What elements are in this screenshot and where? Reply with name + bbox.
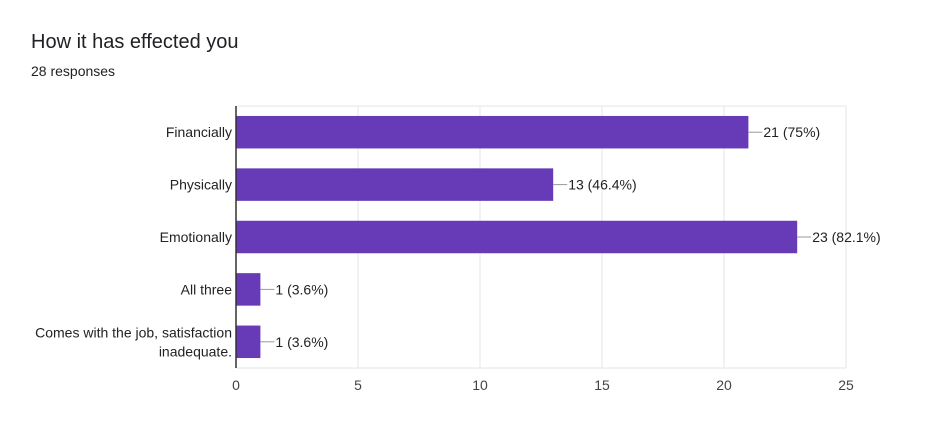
bar-0	[236, 115, 749, 149]
x-tick-label-1: 5	[354, 377, 362, 393]
bar-2	[236, 220, 798, 254]
x-tick-label-3: 15	[594, 377, 610, 393]
x-tick-label-5: 25	[838, 377, 854, 393]
x-tick-label-2: 10	[472, 377, 488, 393]
bar-1	[236, 168, 554, 201]
category-label-2-0: Emotionally	[160, 229, 232, 245]
data-label-2: 23 (82.1%)	[812, 229, 880, 245]
category-label-3-0: All three	[181, 281, 233, 297]
chart-title: How it has effected you	[31, 31, 239, 53]
data-label-1: 13 (46.4%)	[568, 177, 636, 193]
x-tick-label-4: 20	[716, 377, 732, 393]
data-label-4: 1 (3.6%)	[275, 334, 328, 350]
bar-3	[236, 273, 261, 306]
data-label-3: 1 (3.6%)	[275, 281, 328, 297]
category-label-4-0: Comes with the job, satisfaction	[35, 324, 232, 340]
response-count: 28 responses	[31, 63, 116, 79]
data-label-0: 21 (75%)	[763, 124, 820, 140]
bar-4	[236, 325, 261, 359]
category-label-4-1: inadequate.	[159, 343, 232, 359]
category-label-1-0: Physically	[170, 177, 232, 193]
category-label-0-0: Financially	[166, 124, 232, 140]
x-tick-label-0: 0	[232, 377, 240, 393]
